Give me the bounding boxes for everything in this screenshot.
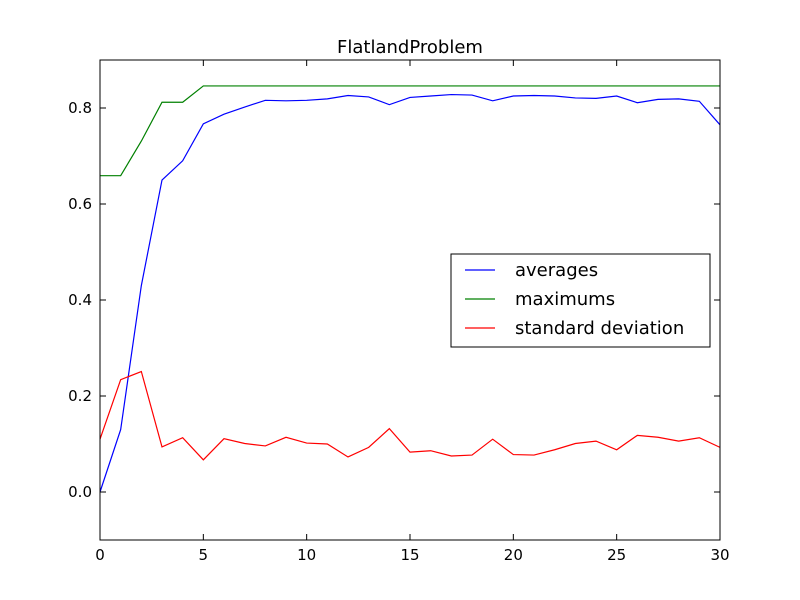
y-tick-label: 0.0 [68, 483, 92, 501]
legend-label-averages: averages [515, 260, 598, 281]
x-tick-label: 5 [199, 546, 209, 564]
x-tick-label: 25 [607, 546, 626, 564]
y-tick-label: 0.6 [68, 195, 92, 213]
y-tick-label: 0.2 [68, 387, 92, 405]
legend-label-maximums: maximums [515, 289, 615, 310]
legend: averages maximums standard deviation [450, 253, 711, 348]
x-tick-label: 20 [504, 546, 523, 564]
x-tick-label: 15 [400, 546, 419, 564]
x-tick-label: 0 [95, 546, 105, 564]
chart-title: FlatlandProblem [337, 37, 483, 58]
x-tick-label: 30 [710, 546, 729, 564]
series-line-averages [99, 93, 721, 493]
axes-layer: 0 5 10 15 20 25 30 0.0 0.2 0.4 0.6 0.8 [68, 59, 730, 564]
y-tick-label: 0.4 [68, 291, 92, 309]
series-layer [99, 85, 721, 493]
y-tick-label: 0.8 [68, 99, 92, 117]
x-tick-label: 10 [297, 546, 316, 564]
series-line-maximums [100, 85, 720, 177]
legend-label-standard-deviation: standard deviation [515, 318, 684, 339]
series-line-standard-deviation [99, 370, 721, 461]
